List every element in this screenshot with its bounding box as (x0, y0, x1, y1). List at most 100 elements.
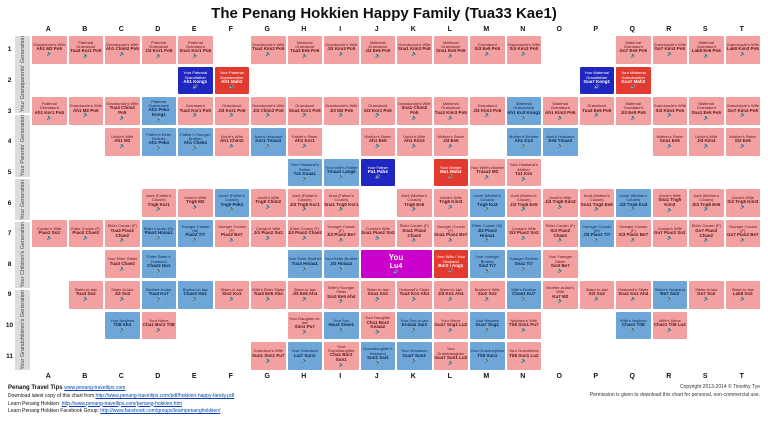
speaker-icon[interactable]: 🔊 (447, 359, 454, 365)
speaker-icon[interactable]: 🔊 (411, 206, 418, 212)
speaker-icon[interactable]: 🔊 (447, 114, 454, 120)
speaker-icon[interactable]: 🔊 (155, 117, 162, 122)
speaker-icon[interactable]: 🔊 (301, 296, 308, 302)
speaker-icon[interactable]: 🔊 (301, 265, 308, 271)
speaker-icon[interactable]: 🔊 (338, 51, 345, 57)
speaker-icon[interactable]: 🔊 (484, 206, 491, 212)
speaker-icon[interactable]: 🔊 (593, 206, 600, 212)
speaker-icon[interactable]: 🔊 (520, 114, 527, 120)
speaker-icon[interactable]: 🔊 (192, 204, 199, 210)
speaker-icon[interactable]: 🔊 (82, 234, 89, 240)
speaker-icon[interactable]: 🔊 (557, 267, 564, 273)
speaker-icon[interactable]: 🔊 (484, 326, 491, 332)
speaker-icon[interactable]: 🔊 (411, 51, 418, 57)
speaker-icon[interactable]: 🔊 (228, 237, 235, 243)
speaker-icon[interactable]: 🔊 (82, 112, 89, 118)
speaker-icon[interactable]: 🔊 (338, 206, 345, 212)
speaker-icon[interactable]: 🔊 (557, 237, 564, 243)
speaker-icon[interactable]: 🔊 (520, 234, 527, 240)
speaker-icon[interactable]: 🔊 (374, 53, 381, 59)
speaker-icon[interactable]: 🔊 (557, 204, 564, 210)
speaker-icon[interactable]: 🔊 (301, 175, 308, 181)
speaker-icon[interactable]: 🔊 (520, 175, 527, 181)
speaker-icon[interactable]: 🔊 (374, 329, 381, 335)
speaker-icon[interactable]: 🔊 (265, 143, 272, 149)
speaker-icon[interactable]: 🔊 (520, 143, 527, 149)
speaker-icon[interactable]: 🔊 (666, 296, 673, 302)
speaker-icon[interactable]: 🔊 (447, 296, 454, 302)
speaker-icon[interactable]: 🔊 (338, 326, 345, 332)
speaker-icon[interactable]: 🔊 (155, 234, 162, 240)
speaker-icon[interactable]: 🔊 (593, 83, 600, 89)
speaker-icon[interactable]: 🔊 (192, 145, 199, 151)
speaker-icon[interactable]: 🔊 (484, 173, 491, 179)
speaker-icon[interactable]: 🔊 (192, 83, 199, 89)
speaker-icon[interactable]: 🔊 (228, 83, 235, 89)
speaker-icon[interactable]: 🔊 (374, 143, 381, 149)
speaker-icon[interactable]: 🔊 (338, 265, 345, 271)
speaker-icon[interactable]: 🔊 (447, 173, 454, 179)
speaker-icon[interactable]: 🔊 (484, 112, 491, 118)
speaker-icon[interactable]: 🔊 (265, 357, 272, 363)
speaker-icon[interactable]: 🔊 (338, 237, 345, 243)
speaker-icon[interactable]: 🔊 (119, 143, 126, 149)
speaker-icon[interactable]: 🔊 (666, 206, 673, 212)
speaker-icon[interactable]: 🔊 (447, 204, 454, 210)
speaker-icon[interactable]: 🔊 (393, 269, 399, 275)
speaker-icon[interactable]: 🔊 (520, 265, 527, 271)
speaker-icon[interactable]: 🔊 (520, 357, 527, 363)
speaker-icon[interactable]: 🔊 (593, 112, 600, 118)
speaker-icon[interactable]: 🔊 (82, 296, 89, 302)
speaker-icon[interactable]: 🔊 (265, 296, 272, 302)
speaker-icon[interactable]: 🔊 (557, 114, 564, 120)
speaker-icon[interactable]: 🔊 (411, 326, 418, 332)
speaker-icon[interactable]: 🔊 (630, 296, 637, 302)
speaker-icon[interactable]: 🔊 (265, 234, 272, 240)
speaker-icon[interactable]: 🔊 (447, 237, 454, 243)
speaker-icon[interactable]: 🔊 (119, 237, 126, 243)
speaker-icon[interactable]: 🔊 (301, 53, 308, 59)
speaker-icon[interactable]: 🔊 (630, 237, 637, 243)
speaker-icon[interactable]: 🔊 (411, 143, 418, 149)
speaker-icon[interactable]: 🔊 (46, 234, 53, 240)
speaker-icon[interactable]: 🔊 (666, 51, 673, 57)
speaker-icon[interactable]: 🔊 (374, 296, 381, 302)
speaker-icon[interactable]: 🔊 (520, 206, 527, 212)
footer-link[interactable]: www.penang-traveltips.com (64, 385, 126, 391)
footer-link[interactable]: http://www.facebook.com/groups/learnpena… (100, 408, 221, 414)
speaker-icon[interactable]: 🔊 (301, 357, 308, 363)
speaker-icon[interactable]: 🔊 (703, 296, 710, 302)
speaker-icon[interactable]: 🔊 (265, 204, 272, 210)
speaker-icon[interactable]: 🔊 (411, 296, 418, 302)
speaker-icon[interactable]: 🔊 (301, 329, 308, 335)
speaker-icon[interactable]: 🔊 (411, 114, 418, 120)
speaker-icon[interactable]: 🔊 (155, 145, 162, 151)
speaker-icon[interactable]: 🔊 (666, 234, 673, 240)
speaker-icon[interactable]: 🔊 (739, 112, 746, 118)
speaker-icon[interactable]: 🔊 (192, 112, 199, 118)
speaker-icon[interactable]: 🔊 (338, 173, 345, 179)
speaker-icon[interactable]: 🔊 (630, 53, 637, 59)
speaker-icon[interactable]: 🔊 (119, 326, 126, 332)
speaker-icon[interactable]: 🔊 (192, 53, 199, 59)
speaker-icon[interactable]: 🔊 (119, 51, 126, 57)
speaker-icon[interactable]: 🔊 (82, 53, 89, 59)
speaker-icon[interactable]: 🔊 (557, 298, 564, 304)
speaker-icon[interactable]: 🔊 (338, 112, 345, 118)
speaker-icon[interactable]: 🔊 (447, 326, 454, 332)
speaker-icon[interactable]: 🔊 (411, 237, 418, 243)
speaker-icon[interactable]: 🔊 (374, 359, 381, 365)
speaker-icon[interactable]: 🔊 (447, 143, 454, 149)
speaker-icon[interactable]: 🔊 (338, 362, 345, 368)
speaker-icon[interactable]: 🔊 (46, 114, 53, 120)
speaker-icon[interactable]: 🔊 (46, 51, 53, 57)
speaker-icon[interactable]: 🔊 (630, 206, 637, 212)
speaker-icon[interactable]: 🔊 (265, 112, 272, 118)
speaker-icon[interactable]: 🔊 (484, 267, 491, 273)
speaker-icon[interactable]: 🔊 (155, 206, 162, 212)
speaker-icon[interactable]: 🔊 (155, 296, 162, 302)
footer-link[interactable]: http://www.penang-traveltips.com/penang-… (61, 400, 182, 407)
footer-link[interactable]: http://www.penang-traveltips.com/pdf/hok… (95, 393, 235, 399)
speaker-icon[interactable]: 🔊 (155, 326, 162, 332)
speaker-icon[interactable]: 🔊 (338, 298, 345, 304)
